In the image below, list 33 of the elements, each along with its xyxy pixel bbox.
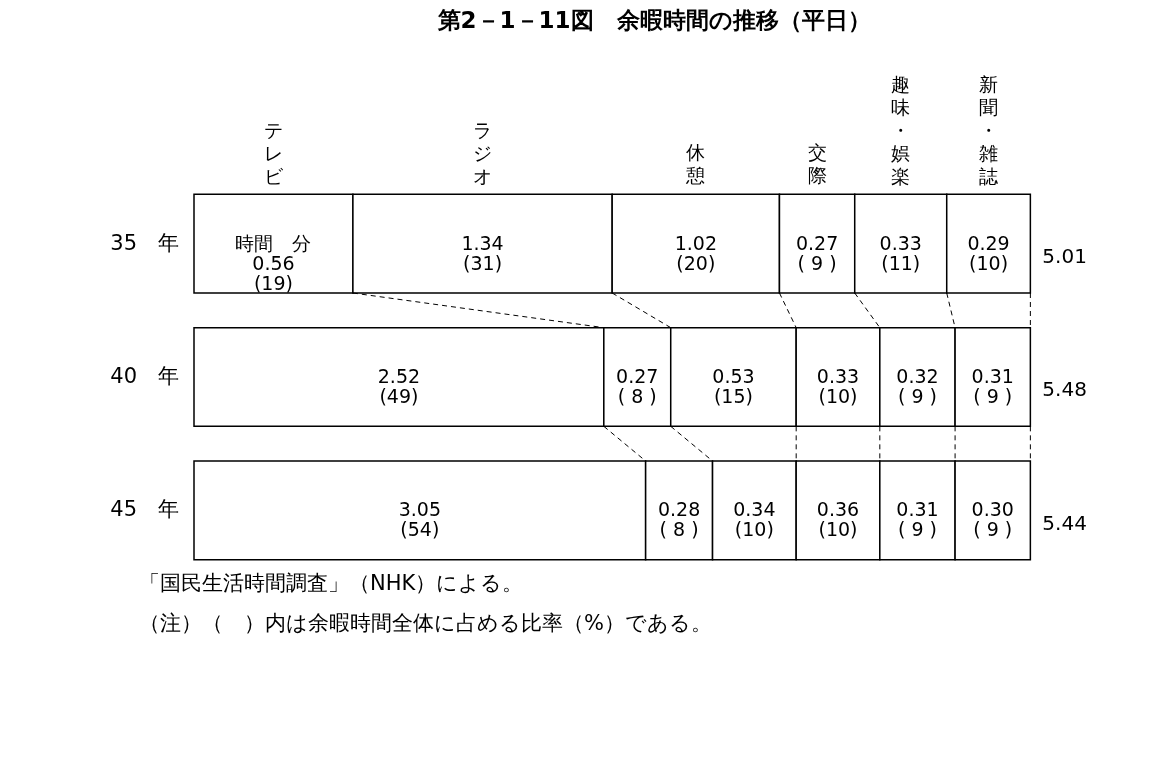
data-label: 3.05 (54) [398,498,441,541]
data-label: 0.30 ( 9 ) [971,498,1014,541]
data-label: 0.36 (10) [816,498,860,541]
y-tick-label: 40 年 [110,364,179,388]
series-label: テレビ [263,118,284,187]
y-tick-label: 45 年 [110,497,179,522]
data-label: 0.29 (10) [967,231,1010,274]
data-label: 0.31 ( 9 ) [896,498,939,541]
data-label: 0.27 ( 9 ) [795,231,839,274]
data-label: 0.53 (15) [712,365,755,407]
text: 5.44 [1042,510,1087,535]
series-label: ラジオ [473,118,493,187]
text: 5.48 [1042,377,1087,402]
series-label: 新聞・雑誌 [979,72,999,187]
chart-title: 第2－1－11図 余暇時間の推移（平日） [436,7,871,33]
data-label: 時間 分 0.56 (19) [235,231,312,294]
text: （注）（ ）内は余暇時間全体に占める比率（%）である。 [139,610,712,635]
data-label: 0.32 ( 9 ) [896,365,939,407]
data-label: 0.33 (10) [816,365,860,407]
data-label: 0.27 ( 8 ) [616,365,659,407]
series-label: 趣味・娯楽 [891,72,911,187]
annotation: 「国民生活時間調査」（NHK）による。 [139,570,524,595]
data-label: 1.02 (20) [674,231,717,274]
data-label: 0.33 (11) [879,231,922,274]
data-label: 2.52 (49) [377,365,421,407]
data-label: 0.28 ( 8 ) [657,498,701,541]
series-label: 交際 [807,141,827,187]
data-label: 0.34 (10) [733,498,776,541]
data-label: 1.34 (31) [461,231,504,274]
text: 5.01 [1042,244,1087,268]
series-label: 休憩 [685,141,706,187]
data-label: 0.31 ( 9 ) [971,365,1014,407]
y-tick-label: 35 年 [110,230,179,255]
